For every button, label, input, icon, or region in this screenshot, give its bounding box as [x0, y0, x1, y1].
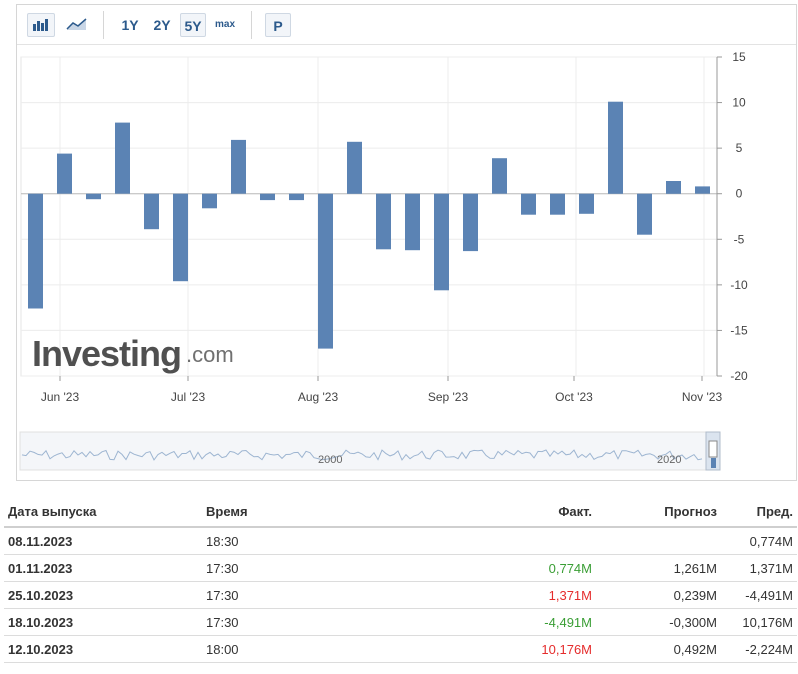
forecast-value: 0,492M — [596, 635, 721, 663]
bar[interactable] — [695, 186, 710, 194]
previous-value: 0,774M — [721, 527, 797, 555]
bar[interactable] — [608, 101, 623, 194]
range-max-button[interactable]: max — [214, 19, 235, 30]
watermark-logo: Investing — [32, 333, 181, 374]
p-button[interactable]: P — [265, 13, 291, 37]
bar[interactable] — [86, 193, 101, 200]
release-time: 18:30 — [202, 527, 390, 555]
bar[interactable] — [28, 193, 43, 309]
navigator-label-2020: 2020 — [657, 454, 681, 466]
bar[interactable] — [405, 193, 420, 251]
bar[interactable] — [550, 193, 565, 215]
actual-value: 1,371M — [390, 581, 596, 609]
bar[interactable] — [231, 139, 246, 194]
bar[interactable] — [260, 193, 275, 201]
y-tick-label: -5 — [734, 232, 745, 246]
previous-value: -2,224M — [721, 635, 797, 663]
release-date: 08.11.2023 — [4, 527, 202, 555]
table-row: 08.11.2023 18:30 0,774M — [4, 527, 797, 555]
release-time: 18:00 — [202, 635, 390, 663]
bar[interactable] — [57, 153, 72, 194]
range-navigator[interactable]: 2000 2020 — [19, 431, 721, 471]
x-tick-label: Sep '23 — [428, 390, 469, 404]
forecast-value: -0,300M — [596, 608, 721, 636]
table-header-row: Дата выпуска Время Факт. Прогноз Пред. — [4, 496, 797, 528]
release-date: 18.10.2023 — [4, 608, 202, 636]
bar[interactable] — [202, 193, 217, 209]
area-chart-icon[interactable] — [63, 13, 91, 37]
x-tick-label: Aug '23 — [298, 390, 339, 404]
previous-value: 10,176M — [721, 608, 797, 636]
table-row: 25.10.2023 17:30 1,371M 0,239M -4,491M — [4, 581, 797, 609]
bar[interactable] — [637, 193, 652, 235]
bar[interactable] — [115, 122, 130, 194]
x-tick-label: Jul '23 — [171, 390, 206, 404]
range-5y-button[interactable]: 5Y — [180, 13, 206, 37]
forecast-value — [596, 527, 721, 555]
release-time: 17:30 — [202, 554, 390, 582]
watermark-suffix: .com — [186, 342, 234, 367]
bar[interactable] — [144, 193, 159, 230]
bar[interactable] — [463, 193, 478, 252]
y-tick-label: -10 — [730, 278, 748, 292]
y-tick-label: 0 — [736, 187, 743, 201]
y-tick-label: -15 — [730, 323, 748, 337]
range-1y-button[interactable]: 1Y — [121, 17, 139, 33]
y-tick-label: 5 — [736, 141, 743, 155]
col-time-header[interactable]: Время — [202, 496, 390, 528]
forecast-value: 1,261M — [596, 554, 721, 582]
previous-value: 1,371M — [721, 554, 797, 582]
actual-value: 0,774M — [390, 554, 596, 582]
bar[interactable] — [492, 158, 507, 194]
table-row: 01.11.2023 17:30 0,774M 1,261M 1,371M — [4, 554, 797, 582]
bar[interactable] — [434, 193, 449, 291]
release-date: 12.10.2023 — [4, 635, 202, 663]
range-2y-button[interactable]: 2Y — [153, 17, 171, 33]
navigator-label-2000: 2000 — [318, 454, 342, 466]
x-tick-label: Nov '23 — [682, 390, 723, 404]
table-row: 12.10.2023 18:00 10,176M 0,492M -2,224M — [4, 635, 797, 663]
release-date: 25.10.2023 — [4, 581, 202, 609]
chart-plot: 15 10 5 0 -5 -10 -15 -20 Jun '23 Jul '23 Aug '23 S… — [19, 50, 748, 471]
bar[interactable] — [347, 141, 362, 194]
release-time: 17:30 — [202, 581, 390, 609]
forecast-value: 0,239M — [596, 581, 721, 609]
chart-container: 1Y 2Y 5Y max P — [16, 4, 797, 481]
bar[interactable] — [289, 193, 304, 201]
navigator-handle[interactable] — [708, 440, 718, 458]
col-previous-header[interactable]: Пред. — [721, 496, 797, 528]
bar[interactable] — [666, 181, 681, 194]
y-tick-label: 15 — [732, 50, 746, 64]
y-tick-label: 10 — [732, 96, 746, 110]
toolbar-divider — [103, 11, 104, 39]
toolbar-divider — [251, 11, 252, 39]
table-row: 18.10.2023 17:30 -4,491M -0,300M 10,176M — [4, 608, 797, 636]
y-tick-label: -20 — [730, 369, 748, 383]
bar[interactable] — [173, 193, 188, 282]
x-tick-label: Jun '23 — [41, 390, 80, 404]
actual-value: -4,491M — [390, 608, 596, 636]
x-tick-label: Oct '23 — [555, 390, 593, 404]
actual-value — [390, 527, 596, 555]
bar[interactable] — [579, 193, 594, 214]
bar-chart-icon[interactable] — [27, 13, 55, 37]
previous-value: -4,491M — [721, 581, 797, 609]
actual-value: 10,176M — [390, 635, 596, 663]
col-forecast-header[interactable]: Прогноз — [596, 496, 721, 528]
release-time: 17:30 — [202, 608, 390, 636]
bar[interactable] — [318, 193, 333, 349]
bar[interactable] — [521, 193, 536, 215]
releases-table: Дата выпуска Время Факт. Прогноз Пред. 0… — [4, 496, 797, 663]
release-date: 01.11.2023 — [4, 554, 202, 582]
col-date-header[interactable]: Дата выпуска — [4, 496, 202, 528]
col-actual-header[interactable]: Факт. — [390, 496, 596, 528]
bar[interactable] — [376, 193, 391, 250]
chart-toolbar: 1Y 2Y 5Y max P — [17, 5, 796, 45]
navigator-selection — [711, 458, 716, 468]
